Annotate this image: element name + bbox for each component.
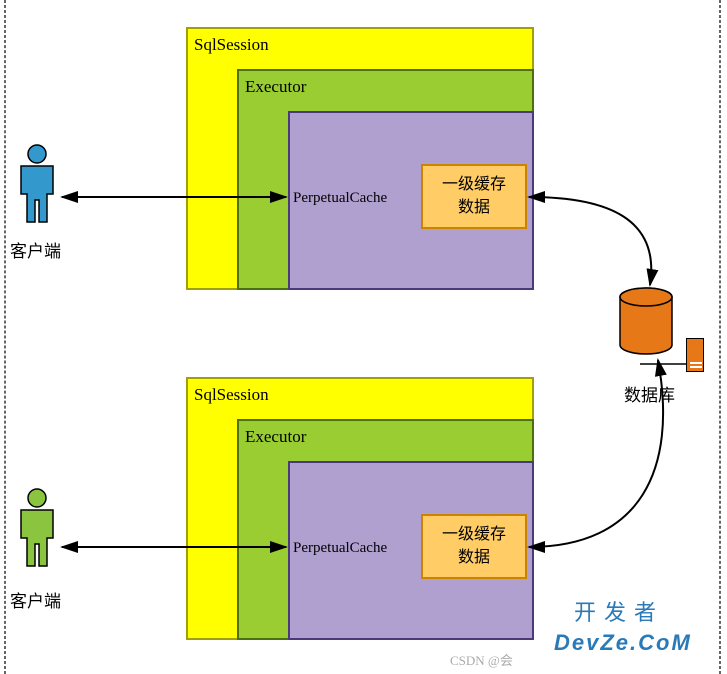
- watermark-devze-en: DevZe.CoM: [554, 630, 692, 656]
- arrow-client1-cache: [0, 0, 727, 674]
- watermark-csdn: CSDN @会: [450, 650, 513, 669]
- watermark-devze-cn: 开发者: [574, 595, 664, 627]
